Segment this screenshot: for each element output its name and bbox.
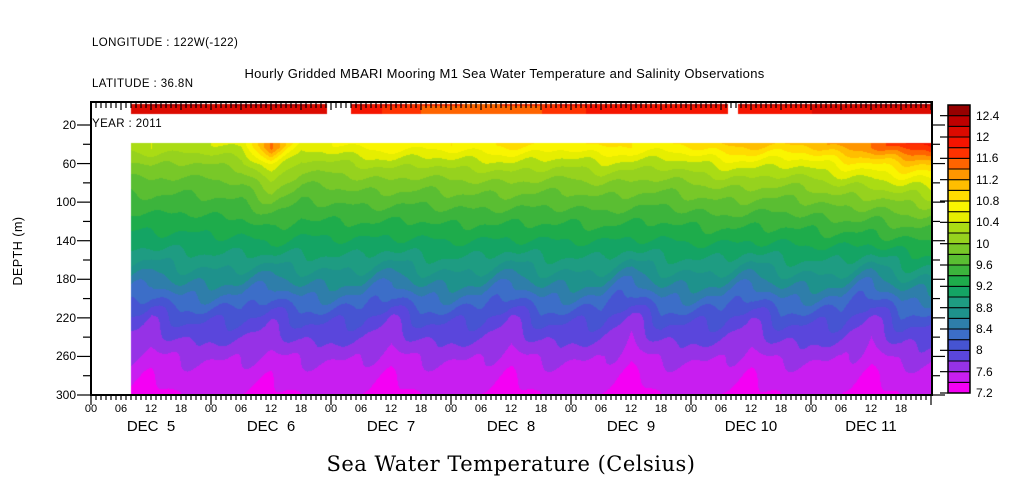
colorbar-tick-label: 9.6 [976, 258, 993, 272]
x-hour-tick-label: 12 [504, 403, 518, 415]
colorbar-tick-label: 9.2 [976, 279, 993, 294]
x-hour-tick-label: 18 [414, 403, 428, 415]
footer-title: Sea Water Temperature (Celsius) [326, 452, 696, 476]
x-hour-tick-label: 06 [834, 403, 848, 415]
x-date-label: DEC 8 [486, 418, 536, 435]
y-depth-tick-label: 180 [55, 272, 76, 287]
x-hour-tick-label: 18 [294, 403, 308, 415]
x-hour-tick-label: 12 [144, 403, 158, 415]
colorbar-tick-label: 8 [976, 343, 983, 358]
colorbar-tick-label: 12 [976, 130, 990, 144]
header-year: YEAR : 2011 [92, 118, 163, 130]
plot-title: Hourly Gridded MBARI Mooring M1 Sea Wate… [244, 66, 765, 81]
y-depth-tick-label: 260 [55, 349, 76, 364]
x-hour-tick-label: 18 [654, 403, 668, 415]
colorbar-tick-label: 12.4 [976, 108, 1000, 123]
x-hour-tick-label: 06 [354, 403, 368, 415]
colorbar-tick-label: 8.4 [976, 322, 993, 336]
x-hour-tick-label: 18 [774, 403, 788, 415]
colorbar-tick-label: 10.4 [976, 215, 1000, 230]
y-depth-tick-label: 60 [62, 156, 76, 171]
x-hour-tick-label: 12 [744, 403, 758, 415]
x-hour-tick-label: 12 [264, 403, 278, 415]
x-hour-tick-label: 00 [204, 403, 218, 415]
colorbar-tick-label: 11.2 [976, 172, 999, 187]
x-date-label: DEC 5 [126, 418, 176, 435]
x-hour-tick-label: 18 [534, 403, 548, 415]
colorbar-tick-label: 10 [976, 236, 990, 251]
x-hour-tick-label: 18 [894, 403, 908, 415]
y-depth-tick-label: 100 [55, 195, 76, 210]
header-block: LONGITUDE : 122W(-122) LATITUDE : 36.8N … [92, 10, 238, 159]
colorbar-tick-label: 8.8 [976, 300, 993, 315]
x-hour-tick-label: 00 [684, 403, 698, 415]
x-date-label: DEC 10 [724, 418, 778, 435]
colorbar-tick-label: 7.6 [976, 364, 993, 379]
x-hour-tick-label: 12 [864, 403, 878, 415]
x-hour-tick-label: 00 [444, 403, 458, 415]
x-hour-tick-label: 00 [84, 403, 98, 415]
x-hour-tick-label: 18 [174, 403, 188, 415]
x-date-label: DEC 7 [366, 418, 416, 435]
colorbar-tick-label: 7.2 [976, 386, 993, 400]
x-hour-tick-label: 06 [114, 403, 128, 415]
x-date-label: DEC 11 [845, 418, 897, 435]
colorbar-tick-label: 11.6 [976, 151, 999, 166]
x-hour-tick-label: 06 [714, 403, 728, 415]
header-longitude: LONGITUDE : 122W(-122) [92, 37, 239, 49]
x-hour-tick-label: 00 [324, 403, 338, 415]
x-hour-tick-label: 00 [564, 403, 578, 415]
x-hour-tick-label: 06 [594, 403, 608, 415]
x-hour-tick-label: 12 [384, 403, 398, 415]
y-depth-tick-label: 140 [55, 233, 76, 248]
y-depth-tick-label: 220 [55, 310, 76, 325]
x-date-label: DEC 6 [246, 418, 296, 435]
y-depth-tick-label: 20 [62, 118, 76, 132]
y-depth-tick-label: 300 [55, 388, 76, 402]
y-axis-label: DEPTH (m) [11, 216, 25, 286]
header-latitude: LATITUDE : 36.8N [92, 77, 194, 90]
x-hour-tick-label: 00 [804, 403, 818, 415]
x-date-label: DEC 9 [606, 418, 656, 435]
x-hour-tick-label: 06 [474, 403, 488, 415]
colorbar-tick-label: 10.8 [976, 194, 1000, 208]
x-hour-tick-label: 06 [234, 403, 248, 415]
x-hour-tick-label: 12 [624, 403, 638, 415]
